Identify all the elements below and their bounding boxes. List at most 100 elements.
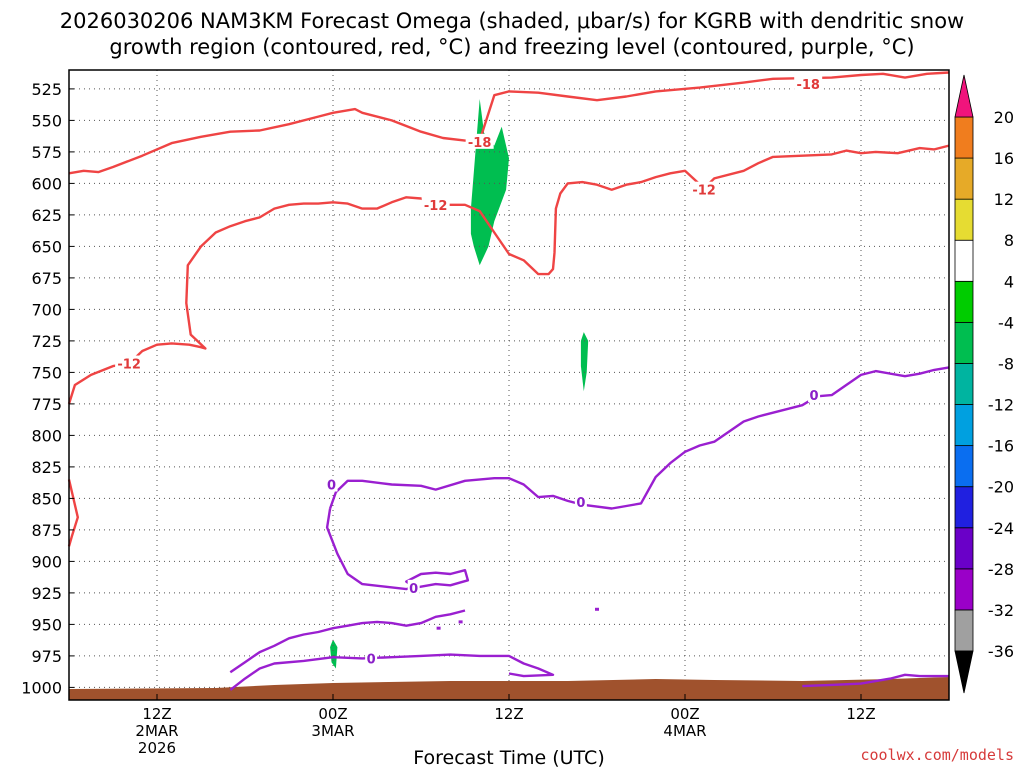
colorbar-label: 4	[1004, 272, 1014, 291]
y-tick-label: 1000	[21, 678, 62, 697]
contour-label: 0	[409, 582, 418, 597]
colorbar-segment	[954, 445, 974, 488]
colorbar-label: -24	[988, 519, 1014, 538]
omega-region	[330, 639, 338, 669]
y-tick-label: 650	[31, 237, 62, 256]
colorbar-label: -20	[988, 478, 1014, 497]
omega-region	[120, 72, 157, 171]
y-tick-label: 950	[31, 615, 62, 634]
freezing-level-contour	[325, 508, 470, 591]
x-tick-label: 4MAR	[663, 722, 706, 740]
y-tick-label: 550	[31, 111, 62, 130]
colorbar-segment	[954, 116, 974, 159]
colorbar-segment	[954, 609, 974, 652]
colorbar-label: -28	[988, 560, 1014, 579]
colorbar-label: -8	[998, 354, 1014, 373]
colorbar-segment	[954, 321, 974, 364]
omega-region	[709, 177, 737, 301]
colorbar-segment	[954, 568, 974, 611]
y-tick-label: 825	[31, 458, 62, 477]
terrain-fill	[69, 677, 949, 700]
freezing-level-contour	[802, 673, 949, 688]
colorbar-label: 20	[994, 108, 1014, 127]
colorbar-segment	[954, 198, 974, 241]
y-axis-ticks: 525 550 575 600 625 650 675 700 725 750 775 800 825 8…	[21, 80, 74, 697]
y-tick-label: 775	[31, 395, 62, 414]
omega-region	[526, 458, 537, 489]
contour-label-bg	[465, 133, 494, 149]
omega-region	[682, 473, 693, 509]
y-tick-label: 925	[31, 584, 62, 603]
colorbar-segment	[954, 486, 974, 529]
colorbar-label: 16	[994, 149, 1014, 168]
colorbar-segment	[954, 527, 974, 570]
colorbar-label: 12	[994, 190, 1014, 209]
colorbar-label: -16	[988, 437, 1014, 456]
x-tick-label: 2026	[138, 739, 176, 757]
colorbar-over-arrow	[954, 74, 974, 118]
colorbar-label: -4	[998, 313, 1014, 332]
contour-label: 0	[576, 496, 585, 511]
y-tick-label: 850	[31, 489, 62, 508]
colorbar-segment	[954, 363, 974, 405]
x-tick-label: 00Z	[318, 705, 347, 723]
omega-region	[312, 410, 325, 476]
y-tick-label: 975	[31, 647, 62, 666]
x-tick-label: 2MAR	[135, 722, 178, 740]
dgz-contour-minus12	[67, 479, 79, 547]
freezing-level-contour	[328, 366, 950, 510]
chart-title-line2: growth region (contoured, red, °C) and f…	[109, 35, 914, 59]
contour-lines	[67, 71, 950, 691]
omega-region	[643, 72, 663, 159]
colorbar-segment	[954, 239, 974, 282]
dgz-contour-minus12	[703, 144, 950, 190]
x-tick-label: 12Z	[494, 705, 523, 723]
colorbar-label: 8	[1004, 231, 1014, 250]
freezing-level-contour	[229, 609, 466, 674]
contour-label: 0	[327, 479, 336, 494]
contour-label: 0	[367, 652, 376, 667]
x-tick-label: 3MAR	[311, 722, 354, 740]
y-tick-label: 750	[31, 363, 62, 382]
y-tick-label: 525	[31, 80, 62, 99]
terrain-layer	[69, 677, 949, 700]
contour-label-bg	[407, 579, 420, 595]
y-tick-label: 675	[31, 269, 62, 288]
x-tick-label: 12Z	[142, 705, 171, 723]
omega-region	[580, 332, 589, 392]
contour-label: -12	[692, 184, 716, 199]
colorbar-under-arrow	[954, 650, 974, 694]
omega-region	[330, 492, 347, 574]
x-tick-label: 00Z	[670, 705, 699, 723]
contour-label-bg	[421, 196, 450, 212]
contour-label: -18	[796, 78, 820, 93]
chart-title-line1: 2026030206 NAM3KM Forecast Omega (shaded…	[60, 9, 964, 33]
y-tick-label: 600	[31, 174, 62, 193]
contour-label-bg	[365, 650, 378, 666]
contour-label-bg	[115, 355, 144, 371]
omega-region	[667, 101, 680, 184]
y-tick-label: 900	[31, 552, 62, 571]
contour-label-bg	[325, 476, 338, 492]
contour-label-bg	[574, 494, 587, 510]
y-tick-label: 575	[31, 143, 62, 162]
contour-label-bg	[808, 387, 821, 403]
contour-label: -12	[424, 199, 448, 214]
x-axis-title: Forecast Time (UTC)	[413, 747, 604, 768]
dgz-contour-minus12	[128, 169, 705, 365]
colorbar-segment	[954, 404, 974, 447]
contour-label-bg	[794, 75, 823, 91]
dgz-contour-minus18	[68, 107, 480, 175]
omega-shading-layer	[120, 72, 737, 669]
freezing-level-contour	[229, 653, 555, 691]
dgz-contour-minus18	[478, 71, 950, 141]
colorbar-segment	[954, 157, 974, 200]
y-tick-label: 700	[31, 300, 62, 319]
credit-text: coolwx.com/models	[860, 746, 1014, 764]
x-tick-label: 12Z	[846, 705, 875, 723]
contour-label: -18	[468, 136, 492, 151]
y-tick-label: 800	[31, 426, 62, 445]
contour-labels: -18 -18 -12 -12 -12 0 0 0 0 0	[115, 75, 823, 667]
